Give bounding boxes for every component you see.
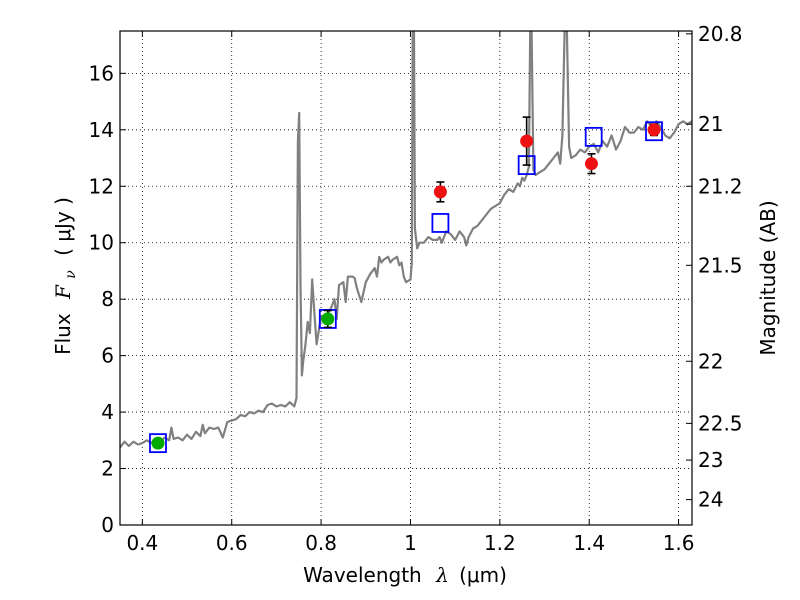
x-axis-label-unit: (μm) xyxy=(459,563,507,587)
y2-tick-label: 20.8 xyxy=(698,22,743,46)
photometry-point xyxy=(647,123,661,137)
photometry-point xyxy=(321,312,335,326)
y-tick-label: 16 xyxy=(89,61,114,85)
y2-tick-label: 22.5 xyxy=(698,411,743,435)
photometry-point xyxy=(584,157,598,171)
x-tick-label: 1.6 xyxy=(663,531,695,555)
ticks: 0.4 0.6 0.8 1 1.2 1.4 1.6024681012141620.82121… xyxy=(89,22,743,555)
model-square-marker xyxy=(584,126,603,147)
model-square-marker xyxy=(431,213,450,233)
y-tick-label: 10 xyxy=(89,231,114,255)
y-tick-label: 12 xyxy=(89,174,114,198)
model-square-marker xyxy=(645,121,663,142)
plot-frame xyxy=(119,30,693,526)
x-tick-label: 0.4 xyxy=(126,531,158,555)
x-tick-label: 0.8 xyxy=(305,531,337,555)
x-axis-label-symbol: λ xyxy=(435,563,449,587)
x-tick-label: 0.6 xyxy=(216,531,248,555)
x-tick-label: 1 xyxy=(404,531,417,555)
photometry-point xyxy=(151,436,165,450)
y-tick-label: 14 xyxy=(89,118,114,142)
y-tick-label: 0 xyxy=(101,513,114,537)
x-axis-label-text: Wavelength xyxy=(303,563,422,587)
y2-axis-label: Magnitude (AB) xyxy=(756,200,780,355)
photometry-point xyxy=(520,134,534,148)
plot-area xyxy=(120,31,692,454)
grid xyxy=(120,31,692,525)
y-axis-label-symbol: F xyxy=(51,284,75,300)
y2-tick-label: 21.5 xyxy=(698,253,743,277)
y-axis-label-unit: ( μJy ) xyxy=(51,197,75,256)
y-axis-label: Flux F ν ( μJy ) xyxy=(51,197,80,355)
y2-tick-label: 24 xyxy=(698,488,723,512)
y-tick-label: 6 xyxy=(101,344,114,368)
y-axis-label-sub: ν xyxy=(63,270,79,279)
y-tick-label: 4 xyxy=(101,400,114,424)
model-square-marker xyxy=(149,433,167,454)
x-axis-label: Wavelength λ (μm) xyxy=(303,563,507,587)
y2-tick-label: 22 xyxy=(698,349,723,373)
y-axis-label-text: Flux xyxy=(51,313,75,355)
x-tick-label: 1.2 xyxy=(484,531,516,555)
x-tick-label: 1.4 xyxy=(573,531,605,555)
y-tick-label: 8 xyxy=(101,287,114,311)
spectrum-line xyxy=(120,31,692,449)
y-tick-label: 2 xyxy=(101,457,114,481)
photometry-point xyxy=(433,185,447,199)
y2-tick-label: 23 xyxy=(698,448,723,472)
y2-tick-label: 21 xyxy=(698,112,723,136)
y2-tick-label: 21.2 xyxy=(698,174,743,198)
